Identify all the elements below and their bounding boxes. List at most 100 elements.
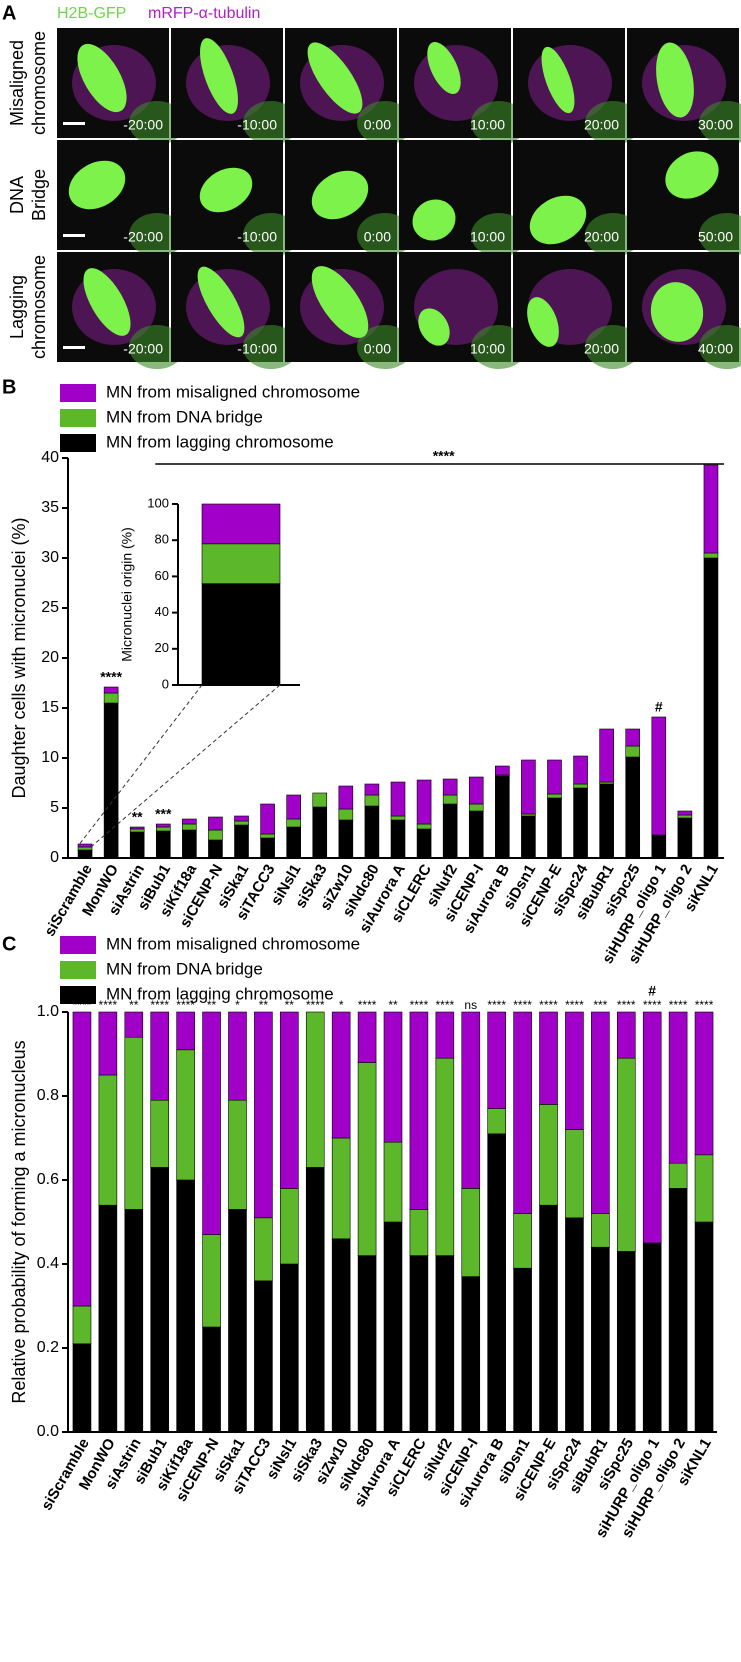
y-tick-label: 35	[41, 499, 59, 516]
significance-label: **	[207, 998, 217, 1012]
chromatin	[197, 266, 245, 338]
bar-segment	[202, 1011, 221, 1235]
micrograph: 50:00	[627, 140, 741, 257]
bar-segment	[254, 1217, 273, 1282]
micrograph: 0:00	[285, 28, 413, 145]
chromatin	[541, 46, 575, 114]
bar-segment	[539, 1011, 558, 1105]
row-label: DNA	[7, 176, 27, 214]
channel-label: mRFP-α-tubulin	[148, 5, 260, 22]
bar-segment	[694, 1011, 714, 1156]
significance-label: ****	[695, 998, 714, 1012]
bar-segment	[521, 759, 536, 815]
time-label: 20:00	[584, 117, 619, 133]
bar-segment	[260, 837, 275, 859]
bar-segment	[280, 1188, 299, 1265]
bar-segment	[461, 1276, 481, 1433]
legend-label: MN from misaligned chromosome	[106, 934, 360, 953]
bar-segment	[694, 1221, 714, 1433]
bar-segment	[539, 1204, 558, 1433]
bar-segment	[331, 1238, 351, 1433]
time-label: 20:00	[584, 341, 619, 357]
y-tick-label: 20	[41, 649, 59, 666]
micrograph: 0:00	[285, 252, 413, 369]
significance-label: **	[129, 998, 139, 1012]
bar-segment	[364, 783, 380, 796]
bar-segment	[286, 826, 301, 859]
bar-segment	[390, 819, 406, 859]
significance-label: ****	[150, 998, 169, 1012]
micrograph: 20:00	[513, 28, 641, 145]
bar-segment	[591, 1246, 610, 1433]
chromatin	[307, 42, 363, 114]
neighbor-nucleus	[699, 325, 741, 369]
significance-label: ****	[435, 998, 454, 1012]
bar-segment	[305, 1011, 325, 1168]
bar-segment	[468, 803, 484, 812]
bar-segment	[124, 1036, 144, 1210]
micrograph: 0:00	[285, 140, 413, 257]
bar-segment	[77, 843, 93, 848]
bar-segment	[228, 1011, 247, 1101]
time-label: 0:00	[364, 117, 391, 133]
bar-segment	[642, 1242, 662, 1433]
bar-segment	[668, 1188, 688, 1433]
time-label: -20:00	[123, 117, 163, 133]
bar-segment	[357, 1011, 377, 1063]
bar-annotation: ****	[100, 669, 122, 685]
chromatin	[200, 38, 238, 114]
bar-segment	[338, 785, 354, 810]
bar-segment	[651, 834, 667, 859]
time-label: -10:00	[237, 341, 277, 357]
time-label: 0:00	[364, 229, 391, 245]
inset-connector	[77, 684, 203, 847]
time-label: 50:00	[698, 229, 733, 245]
bar-segment	[703, 464, 719, 554]
time-label: 20:00	[584, 229, 619, 245]
micrograph: -10:00	[171, 140, 299, 257]
bar-segment	[539, 1104, 558, 1206]
y-tick-label: 20	[155, 640, 169, 655]
bar-segment	[573, 755, 588, 785]
bar-annotation: #	[648, 983, 656, 999]
bar-segment	[383, 1221, 403, 1433]
bar-segment	[98, 1011, 118, 1076]
y-tick-label: 40	[41, 449, 59, 466]
bar-segment	[208, 829, 223, 841]
legend-label: MN from DNA bridge	[106, 959, 263, 978]
bar-segment	[234, 815, 249, 822]
bar-segment	[260, 833, 275, 839]
bar-segment	[254, 1280, 273, 1433]
time-label: -20:00	[123, 229, 163, 245]
time-label: 30:00	[698, 117, 733, 133]
y-tick-label: 1.0	[37, 1003, 59, 1020]
bar-segment	[573, 787, 588, 859]
significance-label: ***	[593, 998, 607, 1012]
y-tick-label: 100	[147, 495, 169, 510]
chromatin	[83, 268, 131, 336]
bar-segment	[182, 829, 197, 859]
bar-segment	[286, 818, 301, 828]
inset-connector	[91, 684, 281, 847]
bar-segment	[176, 1011, 195, 1051]
bar-segment	[260, 803, 275, 835]
panel-label: B	[2, 376, 16, 398]
legend-label: MN from lagging chromosome	[106, 984, 334, 1003]
bar-segment	[668, 1011, 688, 1164]
micrograph: 10:00	[399, 140, 527, 257]
legend-label: MN from DNA bridge	[106, 407, 263, 426]
chromatin	[527, 297, 559, 347]
scale-bar	[63, 234, 85, 237]
bar-segment	[331, 1137, 351, 1240]
bar-segment	[435, 1011, 455, 1059]
y-tick-label: 0.0	[37, 1423, 59, 1440]
y-tick-label: 30	[41, 549, 59, 566]
scale-bar	[63, 346, 85, 349]
bar-segment	[182, 823, 197, 831]
bar-segment	[280, 1263, 299, 1433]
y-axis-label: Relative probability of forming a micron…	[9, 1040, 29, 1403]
bar-segment	[703, 557, 719, 859]
chromatin	[77, 43, 127, 113]
bar-segment	[208, 839, 223, 859]
bar-segment	[103, 692, 119, 704]
